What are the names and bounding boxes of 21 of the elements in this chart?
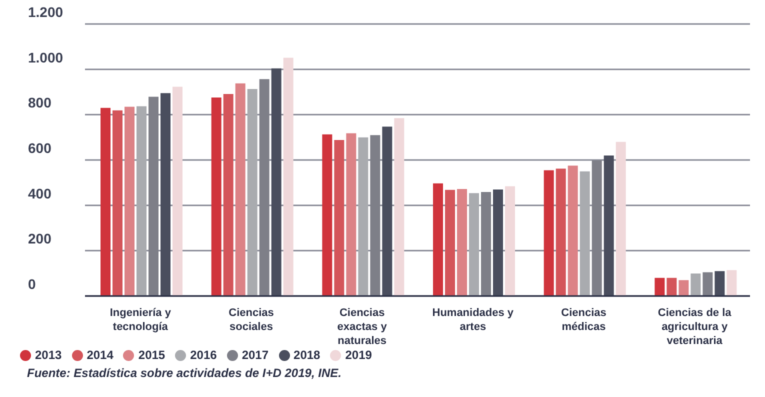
legend-label: 2019 [345,348,372,362]
legend-label: 2018 [294,348,320,362]
y-tick-label: 200 [28,230,52,247]
x-tick-label: Ciencias sociales [228,306,274,333]
legend-label: 2016 [190,348,217,362]
source-note: Fuente: Estadística sobre actividades de I+D 2019, INE. [27,366,342,380]
y-tick-label: 1.200 [28,4,64,20]
legend-label: 2017 [242,348,269,362]
x-tick-label: Ingeniería y tecnología [110,306,172,333]
x-tick-label: Ciencias médicas [561,306,606,333]
y-tick-label: 1.000 [28,49,64,66]
legend-label: 2015 [138,348,166,362]
y-tick-label: 400 [28,185,52,202]
y-tick-label: 600 [28,140,52,156]
x-tick-label: Humanidades y artes [432,306,514,333]
y-tick-label: 0 [28,276,36,292]
legend-label: 2013 [35,348,62,362]
legend-label: 2014 [86,348,114,362]
y-tick-label: 800 [28,94,52,111]
x-tick-label: Ciencias exactas y naturales [337,306,388,347]
x-tick-label: Ciencias de la agricultura y veterinaria [658,306,732,347]
